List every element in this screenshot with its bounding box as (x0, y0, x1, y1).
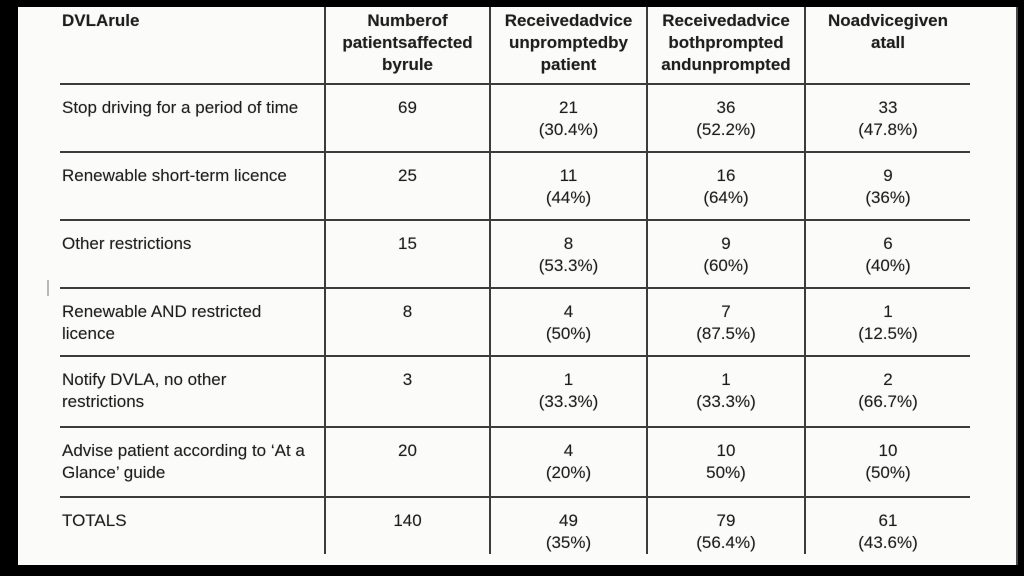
rule-label: Advise patient according to ‘At a Glance… (60, 427, 325, 498)
unprompted-cell: 21 (30.4%) (489, 84, 647, 153)
totals-label: TOTALS (62, 511, 127, 530)
no-advice-cell: 2 (66.7%) (804, 356, 970, 428)
count-value: 10 (878, 441, 898, 460)
count-value: 36 (716, 98, 736, 117)
count-value: 49 (559, 511, 578, 530)
percent-value: (30.4%) (538, 120, 599, 139)
count-value: 1 (721, 370, 731, 389)
percent-value: (33.3%) (538, 392, 599, 411)
rule-label: Other restrictions (60, 220, 325, 289)
affected-count: 69 (324, 84, 490, 153)
both-cell: 1 (33.3%) (646, 356, 805, 428)
rule-label: Renewable AND restricted licence (60, 288, 325, 357)
both-cell: 7 (87.5%) (646, 288, 805, 357)
rule-label: Stop driving for a period of time (60, 84, 325, 153)
col-header-advice-both: Receivedadvice bothprompted andunprompte… (646, 7, 805, 85)
unprompted-cell: 8 (53.3%) (489, 220, 647, 289)
affected-total: 140 (324, 497, 490, 554)
percent-value: (87.5%) (696, 324, 756, 343)
percent-value: (60%) (703, 256, 749, 275)
both-cell: 16 (64%) (646, 152, 805, 221)
count-value: 11 (559, 166, 578, 185)
both-cell: 9 (60%) (646, 220, 805, 289)
affected-count: 20 (324, 427, 490, 498)
header-row: DVLArule Numberof patientsaffected byrul… (60, 7, 970, 85)
table-row: Renewable short-term licence 25 11 (44%)… (60, 152, 970, 221)
both-total-cell: 79 (56.4%) (646, 497, 805, 554)
count-value: 16 (716, 166, 736, 185)
percent-value: (12.5%) (858, 324, 918, 343)
unprompted-cell: 1 (33.3%) (489, 356, 647, 428)
percent-value: (36%) (865, 188, 911, 207)
table-row: Notify DVLA, no other restrictions 3 1 (… (60, 356, 970, 428)
count-value: 4 (563, 441, 574, 460)
dvla-rules-table: DVLArule Numberof patientsaffected byrul… (60, 7, 970, 554)
table-row: Renewable AND restricted licence 8 4 (50… (60, 288, 970, 357)
scan-artifact-mark (47, 280, 49, 296)
percent-value: (50%) (545, 324, 592, 343)
affected-count: 8 (324, 288, 490, 357)
count-value: 10 (716, 441, 736, 460)
no-advice-total-cell: 61 (43.6%) (804, 497, 970, 554)
count-value: 9 (721, 234, 731, 253)
percent-value: (66.7%) (858, 392, 918, 411)
percent-value: (56.4%) (696, 533, 756, 552)
count-value: 6 (883, 234, 893, 253)
percent-value: (20%) (545, 463, 592, 482)
unprompted-cell: 4 (50%) (489, 288, 647, 357)
percent-value: (53.3%) (538, 256, 599, 275)
count-value: 1 (563, 370, 574, 389)
unprompted-cell: 11 (44%) (489, 152, 647, 221)
totals-row: TOTALS 140 49 (35%) 79 (56.4%) 61 (43.6%… (60, 497, 970, 554)
both-cell: 36 (52.2%) (646, 84, 805, 153)
percent-value: (52.2%) (696, 120, 756, 139)
col-header-no-advice: Noadvicegiven atall (804, 7, 970, 85)
percent-value: (50%) (865, 463, 911, 482)
col-header-dvla-rule: DVLArule (60, 7, 325, 85)
percent-value: 50%) (706, 463, 746, 482)
table-row: Other restrictions 15 8 (53.3%) 9 (60%) … (60, 220, 970, 289)
table-row: Stop driving for a period of time 69 21 … (60, 84, 970, 153)
percent-value: (40%) (865, 256, 911, 275)
count-value: 7 (721, 302, 731, 321)
count-value: 9 (883, 166, 893, 185)
no-advice-cell: 9 (36%) (804, 152, 970, 221)
count-value: 2 (883, 370, 893, 389)
affected-count: 25 (324, 152, 490, 221)
table-row: Advise patient according to ‘At a Glance… (60, 427, 970, 498)
unprompted-total-cell: 49 (35%) (489, 497, 647, 554)
col-header-advice-unprompted: Receivedadvice unpromptedby patient (489, 7, 647, 85)
affected-count: 3 (324, 356, 490, 428)
percent-value: (44%) (545, 188, 592, 207)
count-value: 79 (716, 511, 736, 530)
count-value: 1 (883, 302, 893, 321)
percent-value: (33.3%) (696, 392, 756, 411)
page-background: DVLArule Numberof patientsaffected byrul… (18, 7, 1018, 565)
col-header-patients-affected: Numberof patientsaffected byrule (324, 7, 490, 85)
no-advice-cell: 33 (47.8%) (804, 84, 970, 153)
percent-value: (64%) (703, 188, 749, 207)
affected-count: 15 (324, 220, 490, 289)
percent-value: (35%) (545, 533, 592, 552)
count-value: 4 (563, 302, 574, 321)
no-advice-cell: 6 (40%) (804, 220, 970, 289)
count-value: 61 (878, 511, 898, 530)
count-value: 33 (878, 98, 898, 117)
count-value: 21 (559, 98, 578, 117)
rule-label: Renewable short-term licence (60, 152, 325, 221)
both-cell: 10 50%) (646, 427, 805, 498)
count-value: 8 (563, 234, 574, 253)
unprompted-cell: 4 (20%) (489, 427, 647, 498)
percent-value: (43.6%) (858, 533, 918, 552)
rule-label: Notify DVLA, no other restrictions (60, 356, 325, 428)
percent-value: (47.8%) (858, 120, 918, 139)
no-advice-cell: 10 (50%) (804, 427, 970, 498)
no-advice-cell: 1 (12.5%) (804, 288, 970, 357)
